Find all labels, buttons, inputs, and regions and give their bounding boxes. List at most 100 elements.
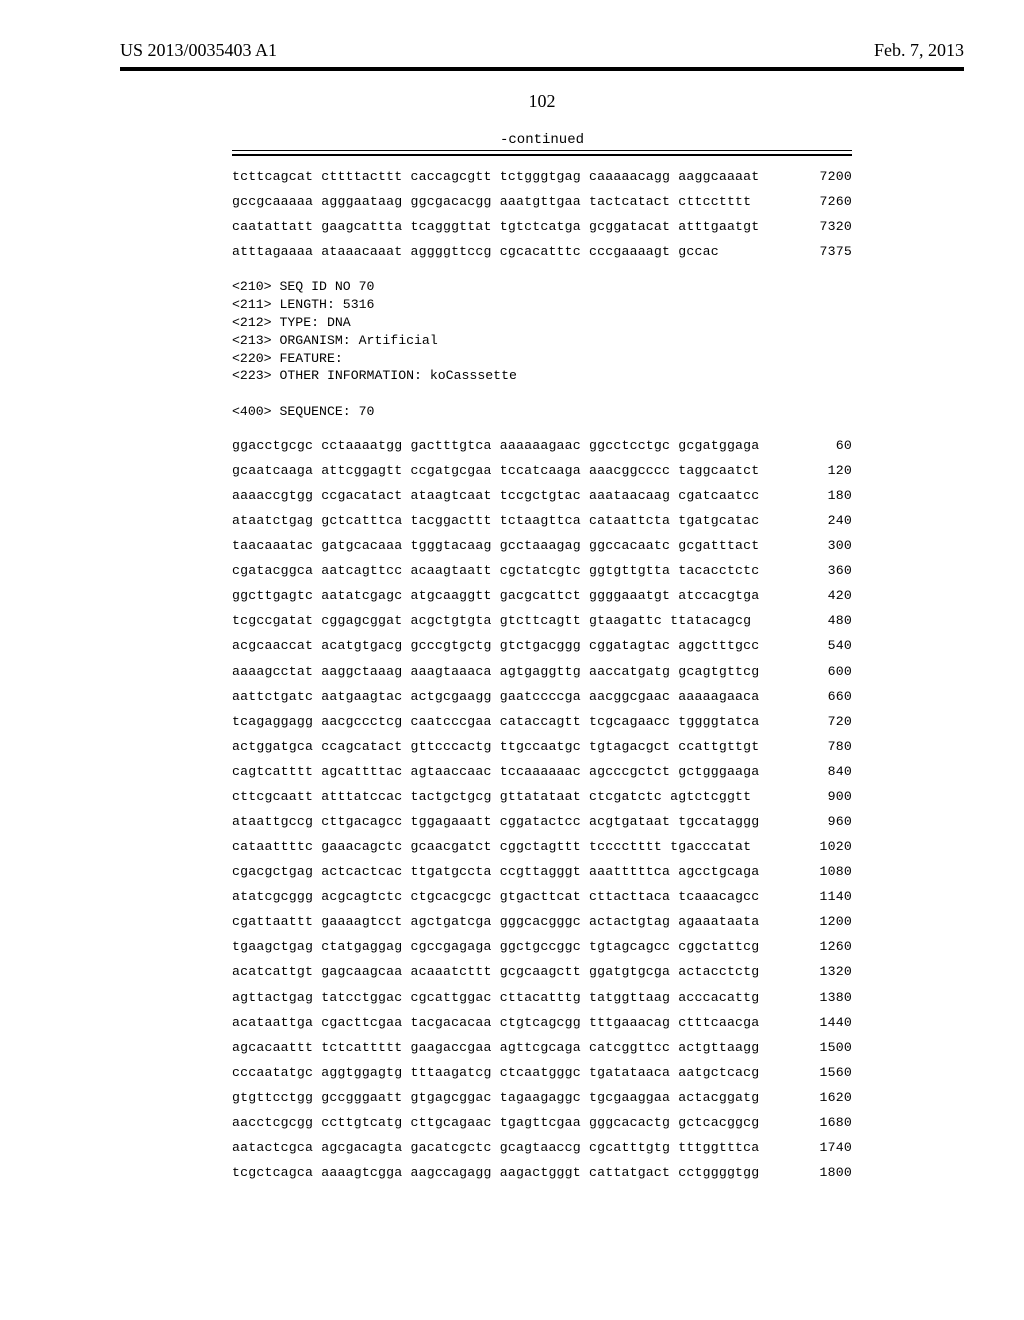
sequence-rule — [232, 150, 852, 156]
sequence-row: cccaatatgc aggtggagtg tttaagatcg ctcaatg… — [232, 1060, 852, 1085]
sequence-position: 1440 — [802, 1010, 852, 1035]
sequence-row: taacaaatac gatgcacaaa tgggtacaag gcctaaa… — [232, 533, 852, 558]
sequence-position: 1500 — [802, 1035, 852, 1060]
sequence-position: 600 — [802, 659, 852, 684]
sequence-position: 1200 — [802, 909, 852, 934]
sequence-text: caatattatt gaagcattta tcagggttat tgtctca… — [232, 214, 759, 239]
sequence-text: aatactcgca agcgacagta gacatcgctc gcagtaa… — [232, 1135, 759, 1160]
sequence-row: aaaaccgtgg ccgacatact ataagtcaat tccgctg… — [232, 483, 852, 508]
sequence-position: 240 — [802, 508, 852, 533]
sequence-position: 1740 — [802, 1135, 852, 1160]
sequence-row: ataatctgag gctcatttca tacggacttt tctaagt… — [232, 508, 852, 533]
page-header: US 2013/0035403 A1 Feb. 7, 2013 — [120, 40, 964, 65]
sequence-row: caatattatt gaagcattta tcagggttat tgtctca… — [232, 214, 852, 239]
sequence-text: aaaagcctat aaggctaaag aaagtaaaca agtgagg… — [232, 659, 759, 684]
sequence-text: tcttcagcat cttttacttt caccagcgtt tctgggt… — [232, 164, 759, 189]
sequence-text: gtgttcctgg gccgggaatt gtgagcggac tagaaga… — [232, 1085, 759, 1110]
sequence-block-continuation: tcttcagcat cttttacttt caccagcgtt tctgggt… — [232, 164, 852, 264]
sequence-position: 1800 — [802, 1160, 852, 1185]
sequence-position: 960 — [802, 809, 852, 834]
sequence-text: tcgctcagca aaaagtcgga aagccagagg aagactg… — [232, 1160, 759, 1185]
sequence-position: 1680 — [802, 1110, 852, 1135]
sequence-row: acatcattgt gagcaagcaa acaaatcttt gcgcaag… — [232, 959, 852, 984]
publication-number: US 2013/0035403 A1 — [120, 40, 277, 61]
sequence-row: ggcttgagtc aatatcgagc atgcaaggtt gacgcat… — [232, 583, 852, 608]
sequence-position: 360 — [802, 558, 852, 583]
sequence-position: 900 — [802, 784, 852, 809]
sequence-text: cgatacggca aatcagttcc acaagtaatt cgctatc… — [232, 558, 759, 583]
sequence-row: agttactgag tatcctggac cgcattggac cttacat… — [232, 985, 852, 1010]
sequence-text: atttagaaaa ataaacaaat aggggttccg cgcacat… — [232, 239, 719, 264]
sequence-row: acgcaaccat acatgtgacg gcccgtgctg gtctgac… — [232, 633, 852, 658]
sequence-text: cttcgcaatt atttatccac tactgctgcg gttatat… — [232, 784, 751, 809]
sequence-position: 7260 — [802, 189, 852, 214]
sequence-row: agcacaattt tctcattttt gaagaccgaa agttcgc… — [232, 1035, 852, 1060]
sequence-row: gccgcaaaaa agggaataag ggcgacacgg aaatgtt… — [232, 189, 852, 214]
sequence-row: actggatgca ccagcatact gttcccactg ttgccaa… — [232, 734, 852, 759]
sequence-row: ggacctgcgc cctaaaatgg gactttgtca aaaaaag… — [232, 433, 852, 458]
sequence-row: tcgccgatat cggagcggat acgctgtgta gtcttca… — [232, 608, 852, 633]
header-divider — [120, 67, 964, 71]
sequence-row: gtgttcctgg gccgggaatt gtgagcggac tagaaga… — [232, 1085, 852, 1110]
sequence-row: aattctgatc aatgaagtac actgcgaagg gaatccc… — [232, 684, 852, 709]
sequence-position: 1020 — [802, 834, 852, 859]
sequence-position: 1560 — [802, 1060, 852, 1085]
sequence-row: atttagaaaa ataaacaaat aggggttccg cgcacat… — [232, 239, 852, 264]
sequence-position: 7320 — [802, 214, 852, 239]
sequence-position: 180 — [802, 483, 852, 508]
sequence-text: ataatctgag gctcatttca tacggacttt tctaagt… — [232, 508, 759, 533]
continued-label: -continued — [120, 132, 964, 148]
sequence-text: actggatgca ccagcatact gttcccactg ttgccaa… — [232, 734, 759, 759]
page-container: US 2013/0035403 A1 Feb. 7, 2013 102 -con… — [0, 0, 1024, 1225]
sequence-position: 7375 — [802, 239, 852, 264]
sequence-position: 540 — [802, 633, 852, 658]
sequence-text: tcagaggagg aacgccctcg caatcccgaa catacca… — [232, 709, 759, 734]
sequence-position: 1320 — [802, 959, 852, 984]
sequence-row: aatactcgca agcgacagta gacatcgctc gcagtaa… — [232, 1135, 852, 1160]
sequence-text: acatcattgt gagcaagcaa acaaatcttt gcgcaag… — [232, 959, 759, 984]
sequence-position: 1620 — [802, 1085, 852, 1110]
sequence-text: gcaatcaaga attcggagtt ccgatgcgaa tccatca… — [232, 458, 759, 483]
sequence-row: aacctcgcgg ccttgtcatg cttgcagaac tgagttc… — [232, 1110, 852, 1135]
sequence-position: 720 — [802, 709, 852, 734]
sequence-text: aattctgatc aatgaagtac actgcgaagg gaatccc… — [232, 684, 759, 709]
sequence-annotation: <210> SEQ ID NO 70 <211> LENGTH: 5316 <2… — [232, 278, 852, 421]
sequence-row: ataattgccg cttgacagcc tggagaaatt cggatac… — [232, 809, 852, 834]
sequence-position: 60 — [802, 433, 852, 458]
sequence-position: 480 — [802, 608, 852, 633]
sequence-row: acataattga cgacttcgaa tacgacacaa ctgtcag… — [232, 1010, 852, 1035]
sequence-text: agttactgag tatcctggac cgcattggac cttacat… — [232, 985, 759, 1010]
sequence-row: aaaagcctat aaggctaaag aaagtaaaca agtgagg… — [232, 659, 852, 684]
sequence-text: aacctcgcgg ccttgtcatg cttgcagaac tgagttc… — [232, 1110, 759, 1135]
sequence-row: cgacgctgag actcactcac ttgatgccta ccgttag… — [232, 859, 852, 884]
sequence-text: cgattaattt gaaaagtcct agctgatcga gggcacg… — [232, 909, 759, 934]
sequence-text: cagtcatttt agcattttac agtaaccaac tccaaaa… — [232, 759, 759, 784]
sequence-text: taacaaatac gatgcacaaa tgggtacaag gcctaaa… — [232, 533, 759, 558]
sequence-position: 1260 — [802, 934, 852, 959]
sequence-row: cgattaattt gaaaagtcct agctgatcga gggcacg… — [232, 909, 852, 934]
sequence-text: ggacctgcgc cctaaaatgg gactttgtca aaaaaag… — [232, 433, 759, 458]
sequence-text: agcacaattt tctcattttt gaagaccgaa agttcgc… — [232, 1035, 759, 1060]
sequence-position: 300 — [802, 533, 852, 558]
sequence-row: cgatacggca aatcagttcc acaagtaatt cgctatc… — [232, 558, 852, 583]
sequence-row: tcttcagcat cttttacttt caccagcgtt tctgggt… — [232, 164, 852, 189]
sequence-position: 1080 — [802, 859, 852, 884]
sequence-position: 120 — [802, 458, 852, 483]
sequence-row: cttcgcaatt atttatccac tactgctgcg gttatat… — [232, 784, 852, 809]
sequence-text: cccaatatgc aggtggagtg tttaagatcg ctcaatg… — [232, 1060, 759, 1085]
sequence-text: ataattgccg cttgacagcc tggagaaatt cggatac… — [232, 809, 759, 834]
sequence-row: tcgctcagca aaaagtcgga aagccagagg aagactg… — [232, 1160, 852, 1185]
sequence-text: tcgccgatat cggagcggat acgctgtgta gtcttca… — [232, 608, 751, 633]
sequence-block-main: ggacctgcgc cctaaaatgg gactttgtca aaaaaag… — [232, 433, 852, 1185]
sequence-row: tgaagctgag ctatgaggag cgccgagaga ggctgcc… — [232, 934, 852, 959]
sequence-position: 7200 — [802, 164, 852, 189]
sequence-position: 1380 — [802, 985, 852, 1010]
sequence-text: tgaagctgag ctatgaggag cgccgagaga ggctgcc… — [232, 934, 759, 959]
sequence-row: cagtcatttt agcattttac agtaaccaac tccaaaa… — [232, 759, 852, 784]
publication-date: Feb. 7, 2013 — [874, 40, 964, 61]
sequence-position: 1140 — [802, 884, 852, 909]
sequence-text: gccgcaaaaa agggaataag ggcgacacgg aaatgtt… — [232, 189, 751, 214]
sequence-row: cataattttc gaaacagctc gcaacgatct cggctag… — [232, 834, 852, 859]
page-number: 102 — [120, 91, 964, 112]
sequence-text: aaaaccgtgg ccgacatact ataagtcaat tccgctg… — [232, 483, 759, 508]
